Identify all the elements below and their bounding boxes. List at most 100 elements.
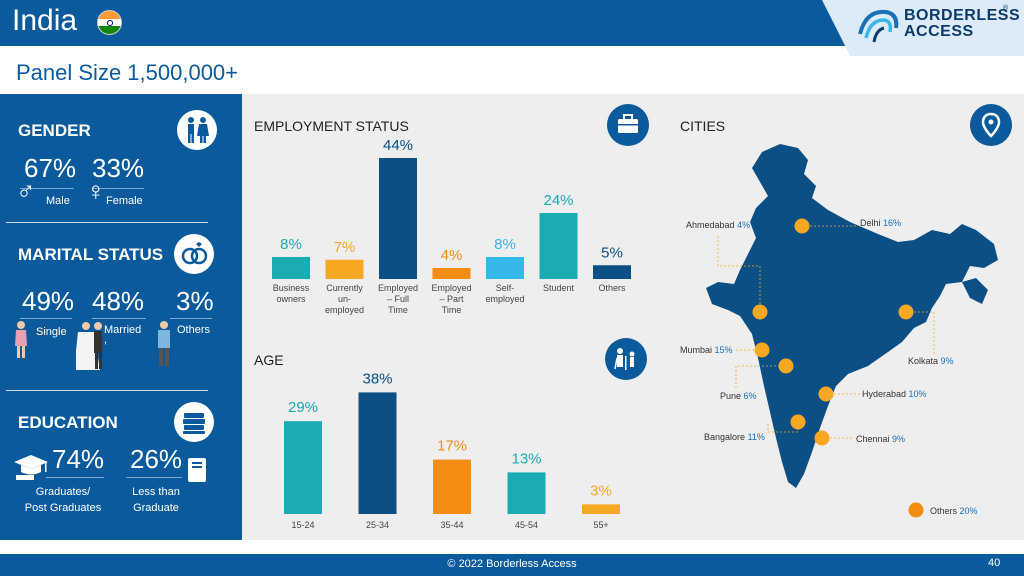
graduation-cap-icon <box>14 455 48 480</box>
female-underline <box>92 188 144 189</box>
employment-category-label: employed <box>485 294 524 304</box>
male-underline <box>20 188 74 189</box>
employment-value-label: 4% <box>441 247 463 264</box>
others-marker <box>908 502 924 518</box>
single-percent: 49% <box>22 286 75 316</box>
logo-background <box>822 0 1024 56</box>
age-bar <box>582 504 620 514</box>
less-than-graduate-label: Less than Graduate <box>132 486 180 514</box>
employment-value-label: 24% <box>543 192 573 209</box>
male-symbol-icon: ♂ <box>16 176 36 206</box>
married-label: Married <box>104 324 142 336</box>
employment-bar <box>432 268 471 279</box>
book-icon <box>188 458 206 482</box>
city-markers <box>717 218 935 518</box>
married-percent: 48% <box>92 286 145 316</box>
male-percent: 67% <box>24 153 77 183</box>
city-label-mumbai: Mumbai 15% <box>680 345 733 355</box>
mumbai-marker <box>754 342 770 358</box>
age-bar <box>358 392 397 514</box>
gender-title: GENDER <box>18 121 91 140</box>
graduates-underline <box>46 477 104 478</box>
employment-category-label: owners <box>276 294 306 304</box>
age-chart: 29% 15-24 38% 25-34 17% 35-44 13% 45-54 3% 55+ <box>284 370 620 530</box>
rings-icon <box>174 234 214 274</box>
others-percent: 3% <box>176 286 214 316</box>
age-value-label: 29% <box>288 399 318 416</box>
city-label-ahmedabad: Ahmedabad 4% <box>686 220 751 230</box>
ahmedabad-marker <box>752 304 768 320</box>
hyderabad-marker <box>818 386 834 402</box>
single-person-icon <box>15 321 27 358</box>
less-than-graduate-percent: 26% <box>130 444 183 474</box>
married-label-extra: , <box>104 334 108 346</box>
delhi-marker <box>794 218 810 234</box>
books-icon <box>174 402 214 442</box>
chennai-marker <box>814 430 830 446</box>
employment-category-label: Self- <box>496 283 515 293</box>
education-title: EDUCATION <box>18 413 118 432</box>
age-bar <box>284 421 322 514</box>
female-symbol-icon: ♀ <box>86 176 106 206</box>
page-title: India <box>12 4 78 37</box>
employment-category-label: un- <box>338 294 351 304</box>
male-label: Male <box>46 195 70 207</box>
logo-text: BORDERLESS ACCESS <box>904 7 1021 40</box>
india-map <box>706 144 998 488</box>
employment-category-label: Employed <box>378 283 418 293</box>
employment-value-label: 7% <box>334 239 356 256</box>
employment-value-label: 8% <box>494 236 516 253</box>
employment-title: EMPLOYMENT STATUS <box>254 118 409 134</box>
age-category-label: 35-44 <box>440 520 463 530</box>
others-label: Others <box>177 324 211 336</box>
city-label-bangalore: Bangalore 11% <box>704 432 765 442</box>
cities-title: CITIES <box>680 118 726 134</box>
employment-category-label: Others <box>598 283 626 293</box>
employment-category-label: Employed <box>431 283 471 293</box>
logo-registered-mark: ® <box>1003 5 1009 12</box>
employment-bar <box>539 213 578 279</box>
age-bar <box>507 472 546 514</box>
age-category-label: 15-24 <box>291 520 314 530</box>
age-value-label: 38% <box>362 370 392 387</box>
family-icon <box>605 338 647 380</box>
age-category-label: 45-54 <box>515 520 538 530</box>
age-title: AGE <box>254 352 284 368</box>
kolkata-marker <box>898 304 914 320</box>
city-label-chennai: Chennai 9% <box>856 434 906 444</box>
copyright: © 2022 Borderless Access <box>447 558 577 570</box>
panel-size: Panel Size 1,500,000+ <box>16 60 239 85</box>
employment-value-label: 5% <box>601 244 623 261</box>
employment-bar <box>486 257 524 279</box>
female-label: Female <box>106 195 143 207</box>
employment-value-label: 8% <box>280 236 302 253</box>
page-number: 40 <box>988 557 1001 569</box>
city-label-others: Others 20% <box>930 506 978 516</box>
female-percent: 33% <box>92 153 145 183</box>
age-value-label: 3% <box>590 482 612 499</box>
age-value-label: 17% <box>437 438 467 455</box>
city-label-hyderabad: Hyderabad 10% <box>862 389 927 399</box>
age-value-label: 13% <box>511 450 541 467</box>
employment-bar <box>379 158 417 279</box>
city-label-pune: Pune 6% <box>720 391 757 401</box>
others-underline <box>170 318 212 319</box>
employment-category-label: Business <box>273 283 310 293</box>
section-divider <box>6 222 208 223</box>
briefcase-icon <box>607 104 649 146</box>
employment-category-label: employed <box>325 305 364 315</box>
bangalore-marker <box>790 414 806 430</box>
married-couple-icon <box>76 322 102 370</box>
footer-bar <box>0 554 1024 576</box>
employment-bar <box>325 259 364 279</box>
gender-icon <box>177 110 217 150</box>
employment-category-label: Currently <box>326 283 363 293</box>
employment-category-label: – Part <box>439 294 464 304</box>
india-flag-icon <box>97 10 122 35</box>
single-label: Single <box>36 326 67 338</box>
others-person-icon <box>158 321 170 366</box>
age-category-label: 25-34 <box>366 520 389 530</box>
employment-category-label: Time <box>442 305 462 315</box>
